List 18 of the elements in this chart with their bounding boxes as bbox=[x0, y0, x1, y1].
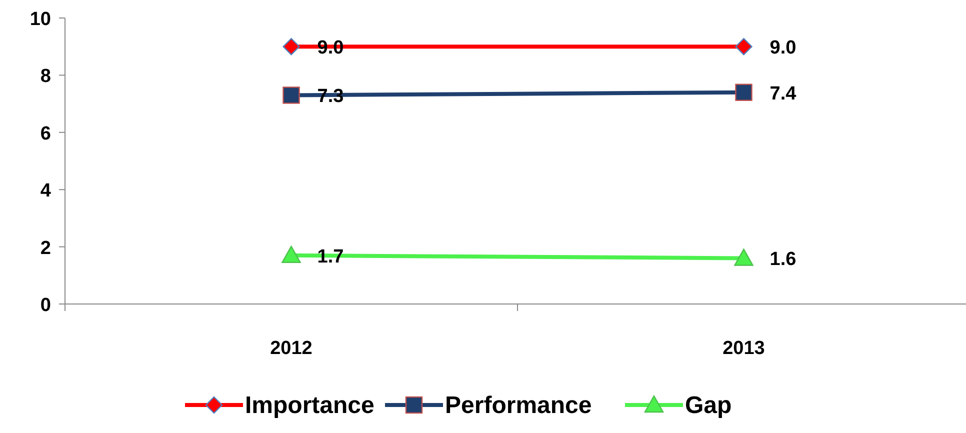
y-tick-label: 8 bbox=[40, 66, 51, 88]
y-tick-label: 0 bbox=[40, 295, 51, 316]
x-tick-label: 2012 bbox=[270, 338, 312, 359]
point bbox=[735, 84, 752, 101]
x-tick-label: 2013 bbox=[722, 338, 765, 359]
y-tick-label: 6 bbox=[40, 123, 51, 144]
data-label: 7.4 bbox=[770, 83, 797, 104]
y-tick-label: 2 bbox=[40, 238, 51, 259]
legend-label: Performance bbox=[445, 392, 592, 419]
y-tick-label: 4 bbox=[40, 180, 52, 202]
legend-label: Importance bbox=[245, 392, 374, 419]
point bbox=[735, 38, 752, 56]
point bbox=[282, 38, 300, 56]
point bbox=[282, 86, 300, 104]
y-tick-label: 10 bbox=[30, 9, 51, 30]
data-label: 1.6 bbox=[770, 249, 796, 270]
legend-label: Gap bbox=[685, 392, 732, 419]
data-label: 9.0 bbox=[770, 38, 796, 59]
